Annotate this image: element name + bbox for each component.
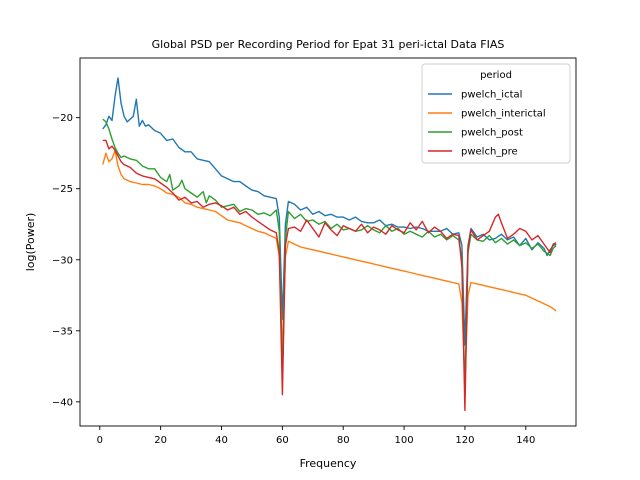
y-tick-label: −35 <box>52 326 73 337</box>
legend-label-pwelch_interictal: pwelch_interictal <box>461 109 546 120</box>
y-axis-label: log(Power) <box>24 213 37 272</box>
series-line-pwelch_pre <box>102 139 557 412</box>
y-axis: −40 −35 −30 −25 −20 <box>52 113 80 408</box>
series-line-pwelch_ictal <box>102 77 557 346</box>
x-tick-label: 0 <box>97 435 103 446</box>
series-line-pwelch_post <box>102 118 557 396</box>
x-tick-label: 120 <box>455 435 474 446</box>
legend-label-pwelch_post: pwelch_post <box>461 128 523 139</box>
plot-frame <box>79 57 577 427</box>
x-tick-label: 20 <box>154 435 167 446</box>
x-axis: 0 20 40 60 80 100 120 140 <box>97 426 535 446</box>
y-tick-label: −20 <box>52 113 73 124</box>
series-line-pwelch_interictal <box>102 149 557 382</box>
legend-box <box>421 63 571 164</box>
y-tick-label: −25 <box>52 184 73 195</box>
x-tick-label: 40 <box>215 435 228 446</box>
series-layer <box>102 77 557 412</box>
y-tick-label: −40 <box>52 397 73 408</box>
x-tick-label: 80 <box>337 435 350 446</box>
legend-title: period <box>480 70 512 81</box>
legend: period pwelch_ictal pwelch_interictalpwel… <box>421 63 571 164</box>
x-tick-label: 140 <box>516 435 535 446</box>
legend-label-pwelch_ictal: pwelch_ictal <box>461 90 522 101</box>
chart-title: Global PSD per Recording Period for Epat… <box>152 38 505 51</box>
x-axis-label: Frequency <box>300 457 357 470</box>
x-tick-label: 100 <box>395 435 414 446</box>
y-tick-label: −30 <box>52 255 73 266</box>
legend-label-pwelch_pre: pwelch_pre <box>461 147 518 158</box>
x-tick-label: 60 <box>276 435 289 446</box>
